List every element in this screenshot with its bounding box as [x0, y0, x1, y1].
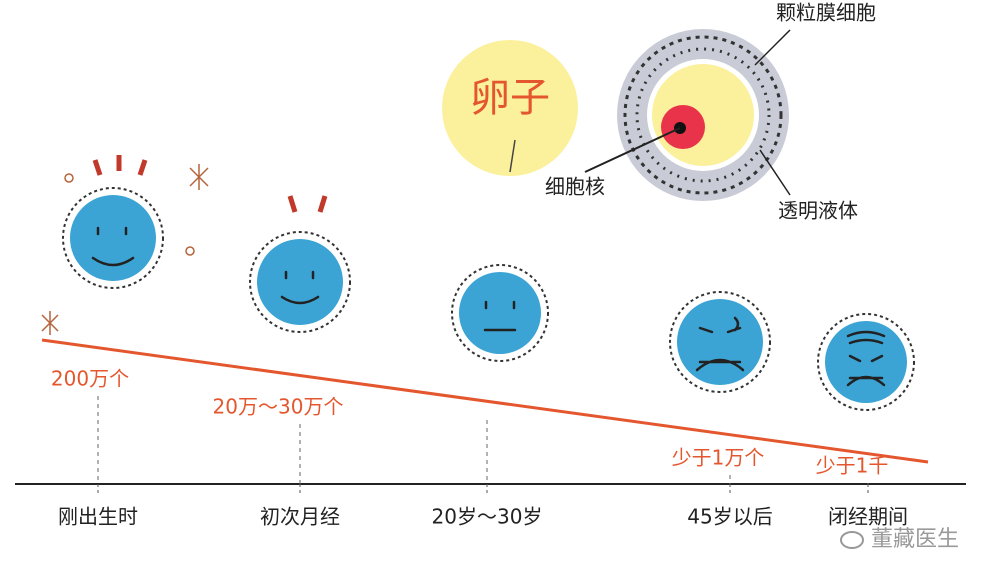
- cell-legend-part: [584, 127, 681, 173]
- cell-legend-part: [754, 29, 791, 66]
- sparkles-part: [189, 164, 209, 190]
- stage-label: 刚出生时: [58, 505, 138, 529]
- egg-legend-part: [442, 40, 578, 176]
- cell-legend-part: [759, 149, 791, 196]
- cell-legend: 细胞核 颗粒膜细胞 透明液体: [545, 1, 876, 223]
- face-menarche-part: [257, 239, 343, 325]
- count-label: 200万个: [51, 367, 129, 391]
- face-newborn-part: [70, 195, 156, 281]
- nucleus-label: 细胞核: [545, 175, 605, 199]
- face-45: [669, 291, 771, 393]
- decorations-part: [287, 195, 298, 213]
- cell-legend-part: [623, 35, 783, 195]
- watermark-text: 董藏医生: [871, 527, 959, 552]
- watermark-part: [840, 531, 864, 549]
- fluid-label: 透明液体: [778, 199, 858, 223]
- face-20-30-part: [483, 300, 517, 332]
- count-label: 少于1万个: [672, 446, 765, 470]
- count-label: 20万～30万个: [213, 395, 344, 419]
- decline-line: [41, 338, 929, 464]
- cell-legend-part: [635, 47, 771, 183]
- stage-label: 初次月经: [260, 505, 340, 529]
- decorations-part: [317, 195, 328, 213]
- stage-label: 闭经期间: [828, 505, 908, 529]
- decorations-part: [92, 159, 103, 176]
- egg-label: 卵子: [470, 75, 550, 121]
- face-20-30-part: [459, 272, 541, 354]
- stage-label: 20岁～30岁: [432, 505, 543, 529]
- stage-label: 45岁以后: [687, 505, 772, 529]
- face-menopause: [817, 313, 915, 411]
- granulosa-label: 颗粒膜细胞: [776, 1, 876, 25]
- egg-legend-part: [509, 139, 516, 173]
- decorations: [92, 155, 328, 213]
- sparkles-part: [185, 246, 195, 256]
- face-45-part: [677, 299, 763, 385]
- face-menarche-part: [280, 270, 320, 305]
- egg-legend: 卵子: [442, 40, 578, 176]
- face-menarche: [249, 231, 351, 333]
- sparkles: [41, 164, 209, 335]
- decorations-part: [137, 159, 148, 176]
- sparkles-part: [41, 311, 59, 335]
- face-45-part: [695, 316, 745, 372]
- face-newborn-part: [91, 226, 135, 267]
- face-menopause-part: [846, 330, 886, 387]
- face-menopause-part: [825, 321, 907, 403]
- face-newborn: [62, 187, 164, 289]
- watermark: 董藏医生: [840, 527, 959, 552]
- face-20-30: [451, 264, 549, 362]
- sparkles-part: [64, 173, 74, 183]
- count-label: 少于1千: [816, 454, 889, 478]
